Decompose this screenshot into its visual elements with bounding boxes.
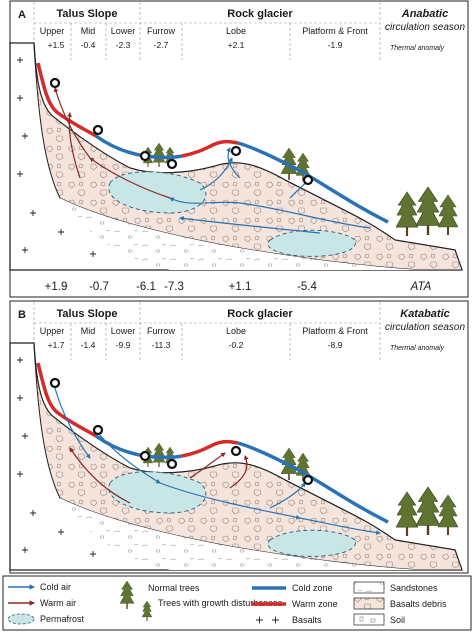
panel-a-zone-grid [33, 2, 381, 60]
panel-a-value-furrow: -2.7 [154, 40, 169, 50]
panel-a-zone-lobe: Lobe [226, 26, 246, 36]
panel-a-season-title: Anabatic [401, 8, 448, 20]
panel-a-value-upper: +1.5 [48, 40, 65, 50]
panel-a-zone-mid: Mid [81, 26, 96, 36]
panel-b-season-sub: circulation season [385, 322, 465, 333]
panel-b-zone-lobe: Lobe [226, 326, 246, 336]
panel-a-zone-platform: Platform & Front [302, 26, 368, 36]
panel-a-season-sub: circulation season [385, 22, 465, 33]
panel-a-warm-zone-lobe [181, 139, 239, 158]
panel-b-thermal-label: Thermal anomaly [390, 345, 445, 352]
panel-a-warm-zone-upper [36, 62, 97, 138]
legend: Cold air Warm air Permafrost Normal tree… [2, 575, 472, 631]
panel-a-letter: A [18, 9, 26, 21]
panel-b-value-lobe: -0.2 [229, 340, 244, 350]
legend-frame [2, 575, 472, 631]
panel-a-thermal-label: Thermal anomaly [390, 45, 445, 52]
panel-a-cross-section [10, 43, 462, 270]
legend-cold-air: Cold air [40, 582, 71, 592]
panel-a-value-lobe: +2.1 [228, 40, 245, 50]
panel-b-zone-grid [33, 302, 381, 360]
panel-b-zone-platform: Platform & Front [302, 326, 368, 336]
legend-basalts: Basalts [292, 615, 322, 625]
panel-b-cross-section [10, 343, 462, 570]
legend-sandstones: Sandstones [390, 583, 438, 593]
panel-b-cold-zone-front [237, 441, 389, 524]
soil-swatch-icon [353, 613, 385, 626]
panel-a-ata-upper: +1.9 [45, 281, 68, 293]
panel-b-talus-header: Talus Slope [57, 308, 118, 320]
soil-pattern-icon [359, 616, 376, 623]
panel-a-vents [49, 77, 314, 186]
panel-a-value-platform: -1.9 [328, 40, 343, 50]
panel-b-value-furrow: -11.3 [152, 340, 171, 350]
panel-b: B Talus Slope Rock glacier Katabatic cir… [10, 300, 469, 574]
panel-b-air-arrows [54, 387, 381, 535]
panel-a-ata-lobe: +1.1 [229, 281, 252, 293]
panel-b-zone-lower: Lower [111, 326, 136, 336]
panel-a-ata-platform: -5.4 [297, 281, 317, 293]
panel-a-talus-header: Talus Slope [57, 8, 118, 20]
panel-a-zone-lower: Lower [111, 26, 136, 36]
legend-basalts-debris: Basalts debris [390, 599, 447, 609]
permafrost-swatch-icon [7, 613, 35, 625]
panel-a-ata-mid: -0.7 [89, 281, 109, 293]
panel-b-warm-zone-lobe [181, 439, 239, 458]
legend-warm-air: Warm air [40, 598, 76, 608]
legend-disturbed-trees: Trees with growth disturbances [158, 598, 283, 608]
legend-warm-zone: Warm zone [292, 599, 338, 609]
panel-b-vents [49, 377, 314, 486]
panel-b-value-mid: -1.4 [81, 340, 96, 350]
panel-b-season-title: Katabatic [400, 308, 450, 320]
panel-a-air-arrows [53, 87, 371, 234]
legend-cold-zone: Cold zone [292, 583, 333, 593]
panel-b-value-lower: -9.9 [116, 340, 131, 350]
legend-permafrost: Permafrost [40, 614, 85, 624]
legend-soil: Soil [390, 615, 405, 625]
panel-a-value-lower: -2.3 [116, 40, 131, 50]
basalts-debris-swatch-icon [353, 597, 385, 610]
basalts-cross-icon [256, 616, 279, 624]
sandstones-swatch-icon [353, 581, 385, 594]
panel-a-ata-lower: -6.1 [136, 281, 156, 293]
panel-a-zone-upper: Upper [40, 26, 65, 36]
panel-a-cold-zone-front [237, 141, 389, 224]
panel-a-rock-header: Rock glacier [227, 8, 293, 20]
panel-b-value-platform: -8.9 [328, 340, 343, 350]
panel-a-value-mid: -0.4 [81, 40, 96, 50]
panel-b-zone-upper: Upper [40, 326, 65, 336]
legend-disturbed-trees-text: Trees with growth disturbances [158, 598, 283, 608]
panel-a-zone-furrow: Furrow [147, 26, 176, 36]
panel-b-zone-furrow: Furrow [147, 326, 176, 336]
panel-b-value-upper: +1.7 [48, 340, 65, 350]
panel-b-letter: B [18, 309, 26, 321]
panel-a-ata-furrow: -7.3 [164, 281, 184, 293]
panel-b-zone-mid: Mid [81, 326, 96, 336]
panel-a-ata-label: ATA [410, 281, 432, 293]
panel-b-rock-header: Rock glacier [227, 308, 293, 320]
legend-normal-trees: Normal trees [148, 583, 200, 593]
panel-b-warm-zone-upper [36, 362, 97, 438]
panel-a: A Talus Slope Rock glacier Anabatic circ… [10, 0, 469, 298]
